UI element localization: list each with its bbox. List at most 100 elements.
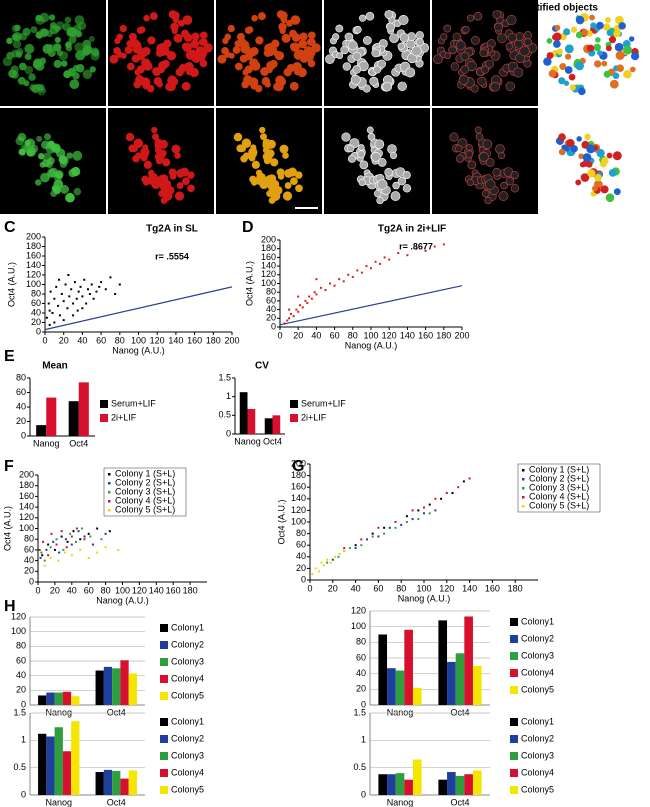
legend-swatch — [160, 769, 168, 777]
cell — [465, 144, 473, 151]
bar — [112, 668, 121, 705]
cell — [228, 52, 235, 59]
cell — [17, 76, 26, 85]
cell — [181, 42, 189, 50]
legend-frame — [103, 467, 187, 517]
x-tick-label: 140 — [400, 330, 415, 340]
scatter-point — [66, 307, 69, 310]
bar — [95, 772, 104, 795]
cell — [260, 133, 267, 141]
cell — [554, 24, 561, 31]
cell — [578, 87, 586, 96]
cell — [523, 31, 532, 40]
legend-swatch — [510, 735, 518, 743]
bar — [71, 696, 80, 705]
y-tick-label: 120 — [261, 269, 276, 279]
scatter-point — [423, 506, 425, 509]
y-tick-label: 40 — [266, 304, 276, 314]
cell — [589, 14, 595, 21]
chart-title: Tg2A in 2i+LIF — [378, 224, 446, 235]
scatter-point — [81, 307, 84, 310]
cell — [546, 37, 553, 44]
cell — [269, 59, 278, 68]
bar — [112, 770, 121, 795]
cell — [116, 33, 124, 41]
cell — [233, 132, 243, 142]
scatter-point — [64, 538, 67, 541]
cell — [54, 36, 61, 43]
cell — [278, 22, 287, 32]
cell — [37, 87, 47, 96]
scatter-point — [343, 550, 346, 552]
x-tick-label: 60 — [330, 330, 340, 340]
cell — [332, 33, 340, 41]
cell — [16, 48, 24, 56]
legend-label: Colony3 — [521, 650, 554, 660]
cell — [243, 75, 253, 85]
cell — [543, 57, 552, 66]
cell — [462, 25, 470, 34]
cell — [250, 179, 258, 186]
x-tick-label: Oct4 — [263, 436, 282, 446]
cell — [373, 65, 382, 74]
y-tick-label: 120 — [26, 269, 41, 279]
cell — [575, 31, 583, 39]
cell — [22, 27, 31, 36]
scatter-point — [417, 518, 420, 521]
legend-swatch — [290, 400, 298, 408]
scatter-point — [55, 543, 58, 546]
cell — [341, 132, 351, 142]
cell — [68, 35, 77, 44]
y-tick-label: 20 — [16, 416, 26, 426]
cell — [191, 32, 200, 41]
y-tick-label: 40 — [16, 670, 26, 680]
cell — [174, 191, 185, 201]
x-tick-label: Oct4 — [107, 707, 126, 717]
bar — [395, 670, 405, 705]
column-header: Nanog — [71, 3, 102, 14]
cell — [467, 160, 477, 170]
x-tick-label: 100 — [363, 330, 378, 340]
cell — [566, 138, 575, 148]
cell — [142, 61, 153, 71]
cell — [587, 169, 596, 178]
legend-label: Colony 5 (S+L) — [529, 500, 589, 510]
x-tick-label: 60 — [96, 335, 106, 345]
cell — [49, 22, 57, 29]
y-tick-label: 80 — [16, 372, 26, 382]
x-tick-label: 140 — [168, 335, 183, 345]
y-tick-label: 80 — [356, 637, 366, 647]
cell — [151, 126, 158, 134]
cell — [492, 9, 502, 19]
scatter-point — [322, 564, 325, 567]
cell — [276, 168, 285, 177]
cell — [612, 72, 620, 80]
cell — [546, 52, 554, 60]
cell — [513, 67, 524, 78]
scatter-point — [98, 285, 101, 288]
scatter-point — [47, 543, 50, 546]
scatter-point — [315, 278, 318, 281]
scatter-point — [77, 530, 80, 533]
cell — [254, 84, 263, 93]
cell — [227, 24, 235, 33]
cell — [613, 30, 621, 38]
scatter-point — [83, 535, 86, 538]
cell — [367, 132, 376, 141]
row-label: 2i+LIF (colony1) — [4, 199, 69, 209]
scatter-point — [43, 564, 46, 567]
scatter-point — [45, 548, 48, 551]
y-tick-label: 20 — [356, 684, 366, 694]
cell — [289, 177, 298, 186]
cell — [606, 29, 614, 37]
y-tick-label: 1.5 — [13, 707, 26, 717]
cell — [454, 144, 463, 153]
cell — [182, 15, 193, 25]
scatter-point — [288, 308, 291, 311]
scatter-point — [58, 314, 61, 317]
y-tick-label: 60 — [16, 387, 26, 397]
cell — [578, 153, 585, 160]
scatter-point — [397, 252, 400, 255]
x-tick-label: 0 — [35, 585, 40, 595]
cell — [630, 52, 640, 61]
